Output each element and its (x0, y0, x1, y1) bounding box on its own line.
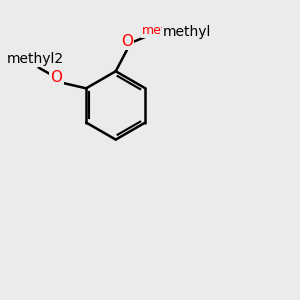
Text: methyl2: methyl2 (6, 52, 64, 66)
Text: O: O (50, 70, 62, 85)
Text: methyl: methyl (142, 24, 186, 37)
Text: methyl: methyl (163, 25, 211, 39)
Text: O: O (121, 34, 133, 49)
